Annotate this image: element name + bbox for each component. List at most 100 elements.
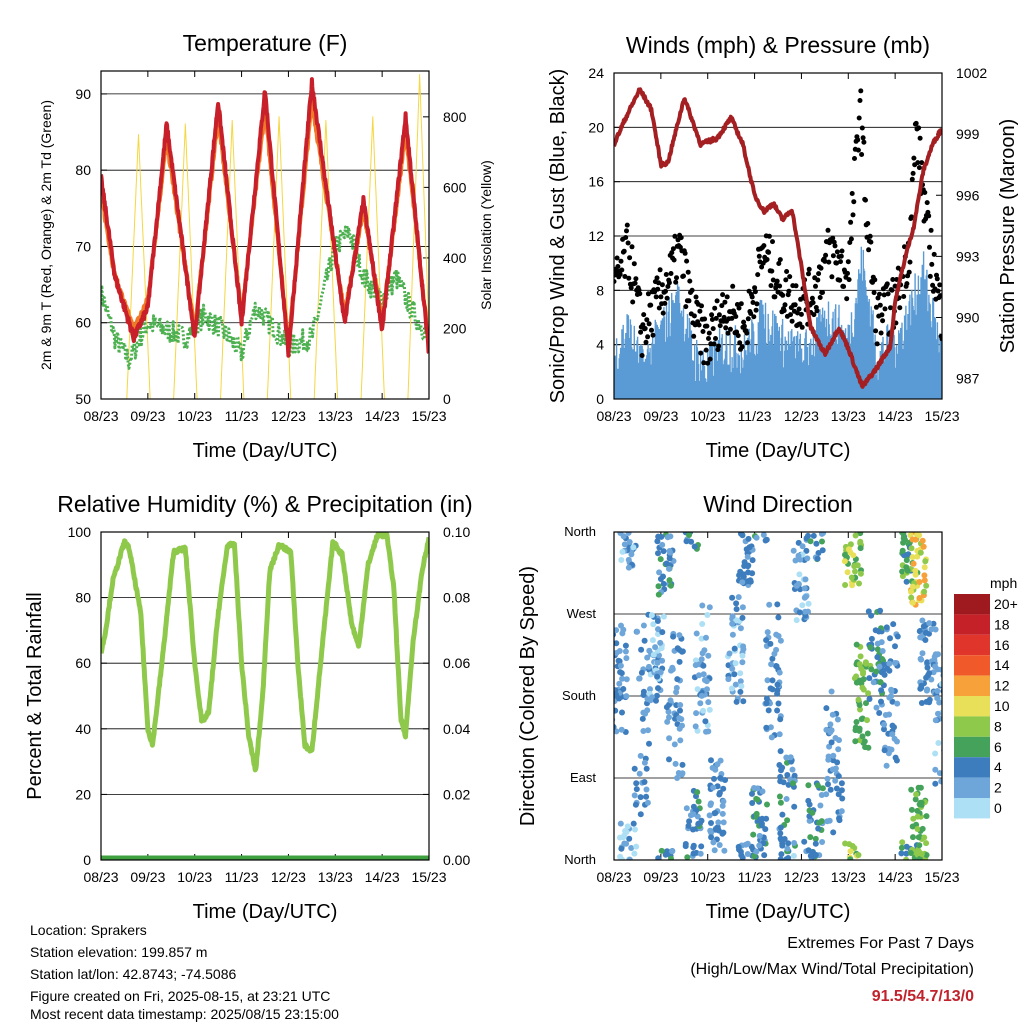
gust-point: [848, 236, 854, 242]
y-right-tick-label: 200: [443, 320, 467, 336]
direction-point: [729, 620, 736, 627]
direction-point: [783, 796, 790, 802]
direction-point: [857, 570, 864, 577]
direction-point: [817, 802, 824, 809]
direction-point: [916, 579, 923, 585]
gust-point: [830, 253, 836, 259]
direction-point: [620, 686, 627, 692]
gust-point: [777, 283, 783, 289]
direction-point: [935, 710, 941, 717]
gust-point: [846, 277, 852, 283]
y-right-tick-label: 600: [443, 179, 467, 195]
gust-point: [934, 276, 940, 282]
direction-point: [923, 687, 930, 694]
direction-point: [839, 795, 846, 802]
gust-point: [696, 322, 702, 328]
direction-point: [796, 609, 803, 616]
gust-point: [759, 264, 765, 270]
gust-point: [845, 270, 850, 276]
direction-point: [899, 573, 906, 580]
gust-point: [939, 336, 942, 342]
y-right-tick-label: 0.08: [443, 590, 470, 606]
direction-point: [639, 715, 646, 722]
direction-point: [919, 650, 926, 657]
direction-point: [932, 663, 939, 670]
direction-point: [857, 532, 864, 537]
direction-point: [953, 550, 959, 556]
series-line-2m-t: [101, 77, 429, 358]
direction-point: [714, 761, 721, 768]
x-tick-label: 13/23: [831, 869, 866, 885]
y-tick-label: North: [564, 852, 596, 867]
gust-point: [865, 221, 871, 226]
direction-point: [703, 634, 709, 641]
direction-point: [790, 780, 796, 787]
direction-point: [733, 698, 740, 705]
legend-swatch: [954, 777, 990, 798]
direction-point: [769, 655, 776, 662]
direction-point: [659, 541, 666, 548]
direction-point: [657, 669, 664, 676]
legend-swatch: [954, 594, 990, 615]
direction-point: [774, 681, 781, 688]
gust-point: [781, 308, 787, 314]
direction-point: [859, 733, 866, 740]
series-layer: [608, 532, 964, 860]
direction-point: [699, 602, 706, 609]
direction-point: [608, 685, 614, 691]
direction-point: [878, 698, 884, 705]
gust-point: [849, 191, 855, 196]
gust-point: [770, 277, 776, 283]
direction-point: [916, 595, 923, 601]
direction-point: [845, 546, 852, 553]
direction-point: [618, 726, 625, 733]
direction-point: [824, 775, 831, 782]
direction-point: [958, 850, 964, 856]
direction-point: [948, 794, 954, 800]
gust-point: [855, 147, 861, 153]
legend-swatch: [954, 696, 990, 717]
direction-point: [947, 786, 953, 792]
direction-point: [848, 574, 855, 581]
gust-point: [822, 258, 828, 264]
direction-point: [761, 852, 768, 859]
direction-point: [741, 563, 748, 569]
gust-point: [888, 305, 893, 311]
direction-point: [947, 796, 953, 802]
direction-point: [917, 784, 924, 791]
direction-point: [777, 799, 784, 806]
direction-point: [777, 830, 784, 837]
direction-point: [697, 700, 704, 707]
direction-point: [708, 800, 714, 807]
direction-point: [905, 551, 912, 558]
gust-point: [834, 249, 840, 255]
direction-point: [877, 679, 884, 686]
direction-point: [618, 557, 625, 563]
direction-point: [756, 832, 763, 839]
direction-point: [955, 820, 961, 826]
direction-point: [731, 671, 738, 678]
gust-point: [697, 308, 703, 314]
direction-point: [654, 692, 660, 699]
legend-title: mph: [990, 575, 1017, 591]
x-tick-label: 14/23: [878, 408, 913, 424]
direction-point: [866, 675, 873, 682]
gust-point: [881, 292, 887, 298]
direction-point: [658, 847, 665, 854]
direction-point: [726, 650, 733, 657]
direction-point: [775, 614, 782, 621]
direction-point: [948, 586, 954, 592]
direction-point: [619, 709, 625, 716]
direction-point: [833, 785, 840, 792]
direction-point: [710, 784, 717, 791]
legend-swatch: [954, 736, 990, 758]
direction-point: [950, 534, 956, 540]
direction-point: [954, 564, 960, 570]
gust-point: [649, 327, 654, 333]
x-axis-label: Time (Day/UTC): [706, 440, 851, 462]
direction-point: [914, 553, 921, 560]
direction-point: [921, 834, 928, 841]
gust-point: [841, 284, 847, 289]
plot-frame: [613, 72, 943, 400]
x-tick-label: 10/23: [690, 408, 725, 424]
